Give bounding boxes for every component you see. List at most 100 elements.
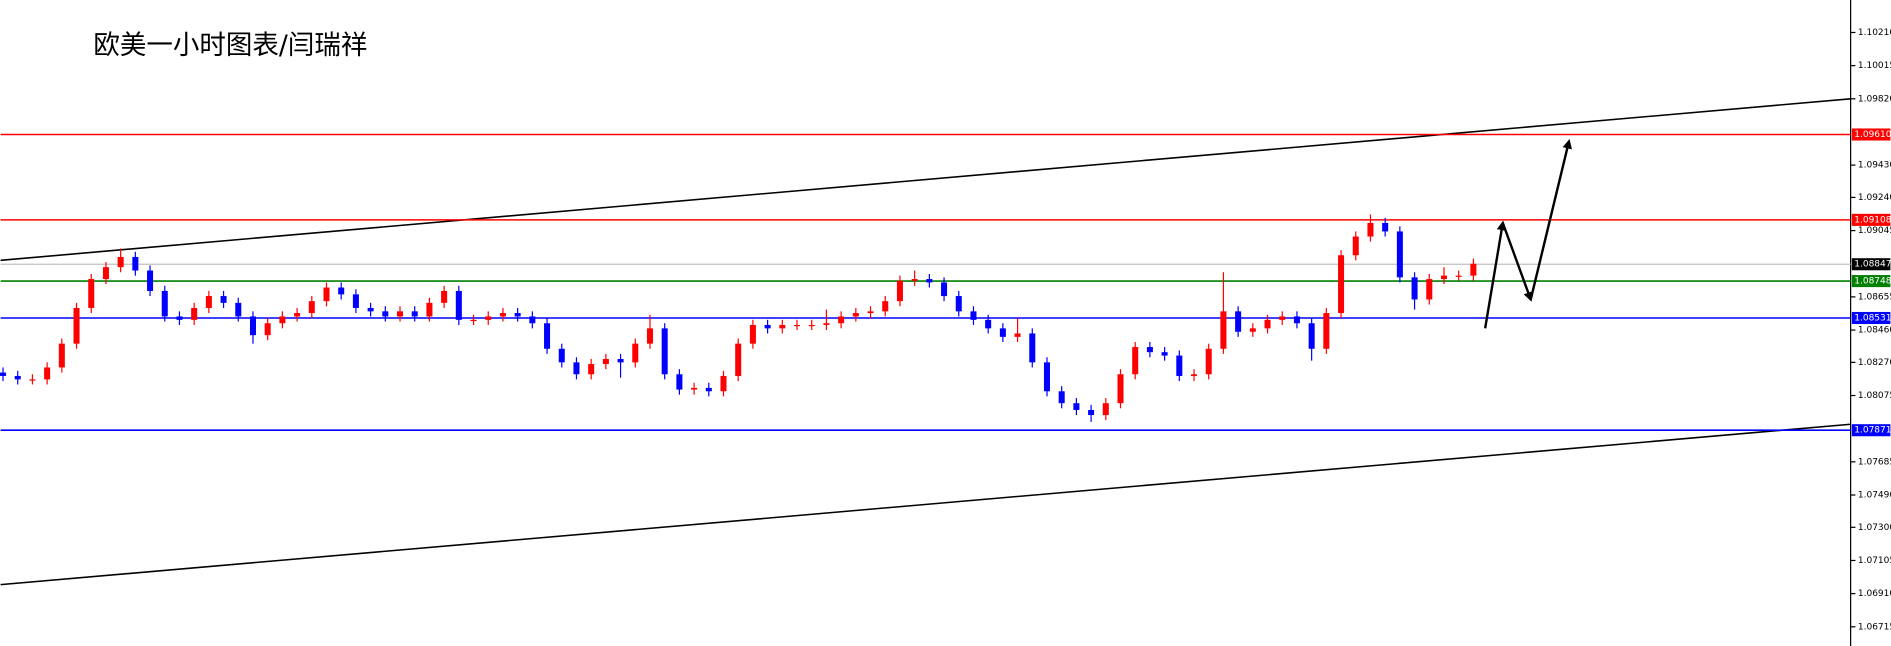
price-level-label-box	[1851, 311, 1891, 325]
candle-body	[896, 280, 903, 302]
candle-body	[1014, 333, 1021, 337]
y-tick-label: 1.07300	[1858, 523, 1891, 533]
candle-body	[485, 316, 492, 320]
candle-body	[44, 367, 51, 380]
candle-body	[1293, 316, 1300, 324]
y-tick-label: 1.08270	[1858, 358, 1891, 368]
y-tick-label: 1.06910	[1858, 589, 1891, 599]
current-price-label-box	[1851, 258, 1891, 271]
candle-body	[161, 290, 168, 317]
candle-body	[220, 296, 227, 303]
candle-body	[147, 270, 154, 291]
y-tick-label: 1.09045	[1858, 226, 1891, 236]
candle-body	[749, 324, 756, 344]
candle-body	[249, 316, 256, 336]
candle-body	[514, 313, 521, 317]
y-tick-label: 1.07105	[1858, 556, 1891, 566]
chart-title: 欧美一小时图表/闫瑞祥	[93, 30, 367, 61]
candle-body	[29, 379, 36, 381]
candle-body	[1088, 409, 1095, 416]
candle-body	[117, 256, 124, 268]
candle-body	[661, 328, 668, 375]
candle-body	[1455, 275, 1462, 277]
candle-body	[235, 302, 242, 317]
candle-body	[720, 375, 727, 392]
candle-body	[1338, 255, 1345, 314]
candle-body	[397, 311, 404, 317]
candle-body	[602, 358, 609, 365]
candle-body	[470, 319, 477, 322]
y-tick-label: 1.09820	[1858, 94, 1891, 104]
y-tick-label: 1.08460	[1858, 326, 1891, 336]
candle-body	[352, 294, 359, 308]
candle-body	[558, 348, 565, 363]
candle-body	[88, 279, 95, 308]
candle-body	[73, 307, 80, 344]
price-level-label-box	[1851, 275, 1891, 288]
candle-body	[926, 279, 933, 283]
projection-arrow	[1483, 220, 1507, 329]
candle-body	[1205, 348, 1212, 375]
candle-body	[985, 319, 992, 329]
candle-body	[0, 372, 7, 376]
trendline	[0, 98, 1851, 262]
candle-body	[941, 282, 948, 297]
projection-arrow	[1501, 222, 1533, 302]
candle-body	[1117, 374, 1124, 404]
price-level-label: 1.08531	[1854, 313, 1891, 323]
candle-body	[1426, 279, 1433, 300]
trendline	[0, 423, 1851, 586]
price-level-label: 1.07871	[1854, 426, 1891, 436]
current-price-label: 1.08847	[1854, 260, 1891, 270]
candle-body	[999, 328, 1006, 337]
candle-body	[1235, 311, 1242, 332]
candle-body	[808, 324, 815, 327]
y-tick-label: 1.10210	[1858, 28, 1891, 38]
candle-body	[764, 324, 771, 329]
candle-body	[499, 313, 506, 317]
candle-body	[1352, 236, 1359, 256]
candle-body	[102, 267, 109, 280]
candle-body	[411, 311, 418, 317]
candle-body	[441, 290, 448, 303]
price-level-label-box	[1851, 424, 1891, 437]
candle-body	[1249, 328, 1256, 332]
y-tick-label: 1.08655	[1858, 292, 1891, 302]
candle-body	[1367, 222, 1374, 237]
candle-body	[1132, 347, 1139, 375]
candle-body	[1396, 231, 1403, 278]
candle-body	[911, 279, 918, 281]
candle-body	[426, 302, 433, 317]
candle-body	[573, 362, 580, 375]
candle-body	[1264, 319, 1271, 329]
candle-body	[529, 316, 536, 324]
y-tick-label: 1.07685	[1858, 457, 1891, 467]
price-level-label-box	[1851, 213, 1891, 226]
candle-body	[205, 296, 212, 308]
candle-body	[176, 316, 183, 320]
candle-body	[382, 311, 389, 317]
candle-body	[735, 343, 742, 376]
candle-body	[794, 324, 801, 327]
price-level-label: 1.08748	[1854, 277, 1891, 287]
candle-body	[1411, 277, 1418, 300]
candle-body	[632, 343, 639, 363]
candle-body	[867, 311, 874, 314]
candle-body	[970, 311, 977, 320]
price-level-label: 1.09610	[1854, 130, 1891, 140]
candle-body	[646, 328, 653, 344]
candle-body	[1470, 263, 1477, 276]
y-tick-label: 1.06715	[1858, 622, 1891, 632]
candle-body	[1161, 352, 1168, 356]
candle-body	[838, 316, 845, 324]
candle-body	[1029, 333, 1036, 363]
candle-body	[705, 387, 712, 392]
candle-body	[279, 316, 286, 324]
candle-body	[823, 323, 830, 325]
candle-body	[1102, 403, 1109, 416]
candle-body	[1220, 311, 1227, 349]
candle-body	[338, 287, 345, 295]
candle-body	[676, 374, 683, 390]
